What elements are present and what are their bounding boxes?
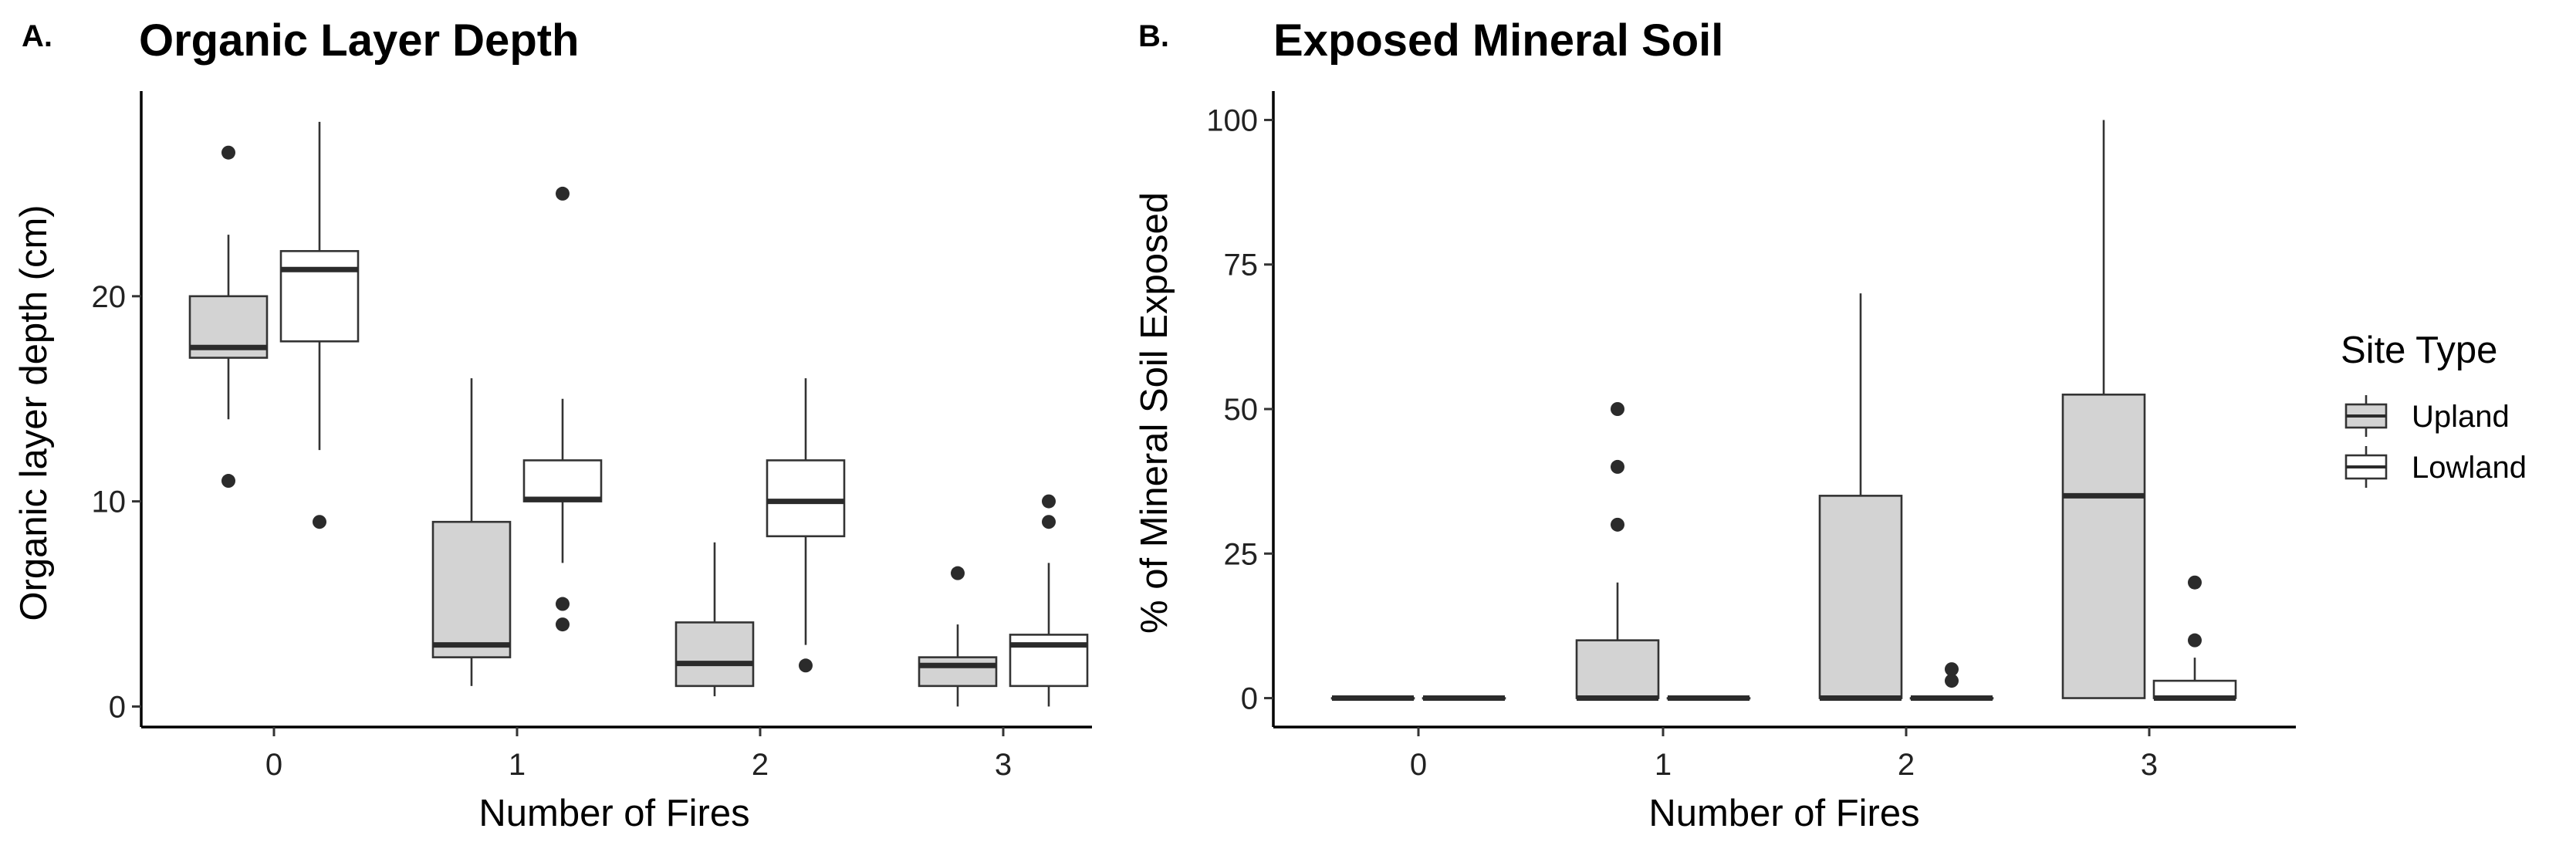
panel-b-title: Exposed Mineral Soil [1273,15,1723,66]
panel-a-organic-layer-depth: A. Organic Layer Depth Organic layer dep… [13,15,1092,834]
panel-b-y-tick-label: 75 [1224,249,1259,282]
legend-key-lowland: Lowland [2344,446,2527,488]
panel-b-x-tick-label: 3 [2141,748,2158,782]
outlier-point [1042,515,1056,529]
panel-b-tag: B. [1138,19,1169,53]
outlier-point [556,186,570,201]
panel-b-x-axis-title: Number of Fires [1648,793,1919,834]
panel-b-y-tick-label: 100 [1206,103,1258,137]
panel-a-title: Organic Layer Depth [139,15,579,66]
box-body [431,520,512,658]
panel-b-box-upland-0 [1330,695,1415,702]
panel-a-box-upland-3 [918,566,998,707]
panel-a-box-lowland-0 [279,121,360,529]
panel-b-box-lowland-0 [1422,695,1506,702]
box-body [766,459,846,538]
panel-b-box-upland-2 [1818,293,1903,702]
outlier-point [2188,575,2202,590]
outlier-point [221,145,235,160]
box-body [674,621,755,688]
box-body [1818,495,1903,699]
panel-b-y-tick-label: 25 [1224,537,1259,571]
panel-a-tag: A. [22,19,52,53]
panel-a-box-upland-0 [188,145,269,489]
panel-a-y-tick-label: 10 [92,485,127,519]
panel-a-box-lowland-2 [766,378,846,673]
box-body [279,250,360,343]
box-body [2061,393,2146,699]
panel-b-plot-area: 0 25 50 75 100 0 1 2 3 [1206,91,2296,782]
panel-b-box-lowland-1 [1666,695,1751,702]
panel-b-x-tick-label: 2 [1898,748,1915,782]
panel-b-y-axis-title: % of Mineral Soil Exposed [1134,192,1175,634]
legend: Site Type Upland Lowland [2341,330,2527,488]
panel-a-y-tick-label: 20 [92,280,127,314]
outlier-point [1611,517,1624,532]
outlier-point [1611,459,1624,474]
outlier-point [556,597,570,611]
panel-a-x-tick-label: 1 [509,748,526,782]
panel-b-box-lowland-2 [1909,662,1994,702]
panel-b-box-upland-3 [2061,120,2146,699]
outlier-point [1945,674,1959,688]
outlier-point [1042,494,1056,509]
outlier-point [2188,633,2202,648]
outlier-point [1945,662,1959,677]
panel-a-x-axis-title: Number of Fires [478,793,749,834]
legend-label: Upland [2412,400,2510,434]
box-body [1575,639,1660,699]
legend-title: Site Type [2341,330,2497,371]
panel-b-x-tick-label: 1 [1655,748,1672,782]
panel-a-y-tick-label: 0 [109,690,126,724]
outlier-point [951,566,965,580]
legend-key-upland: Upland [2344,395,2510,437]
outlier-point [221,474,235,489]
panel-a-y-axis-title: Organic layer depth (cm) [13,205,55,621]
outlier-point [1611,402,1624,416]
legend-label: Lowland [2412,451,2527,485]
panel-b-y-tick-label: 0 [1241,682,1258,716]
panel-a-box-lowland-3 [1009,494,1089,707]
panel-a-x-tick-label: 2 [752,748,769,782]
box-body [918,656,998,688]
panel-b-box-upland-1 [1575,402,1660,702]
outlier-point [556,617,570,632]
outlier-point [313,515,326,529]
panel-a-box-lowland-1 [522,186,603,632]
panel-b-box-lowland-3 [2152,575,2237,702]
panel-b-exposed-mineral-soil: B. Exposed Mineral Soil % of Mineral Soi… [1134,15,2296,834]
legend-keys: Upland Lowland [2344,395,2527,488]
panel-a-box-upland-1 [431,378,512,686]
panel-a-x-tick-label: 3 [995,748,1012,782]
box-body [522,459,603,502]
panel-a-plot-area: 0 10 20 0 1 2 3 [92,91,1092,782]
panel-b-y-tick-label: 50 [1224,393,1259,427]
panel-a-x-tick-label: 0 [265,748,282,782]
panel-a-box-upland-2 [674,542,755,697]
outlier-point [799,658,813,673]
panel-b-x-tick-label: 0 [1410,748,1427,782]
